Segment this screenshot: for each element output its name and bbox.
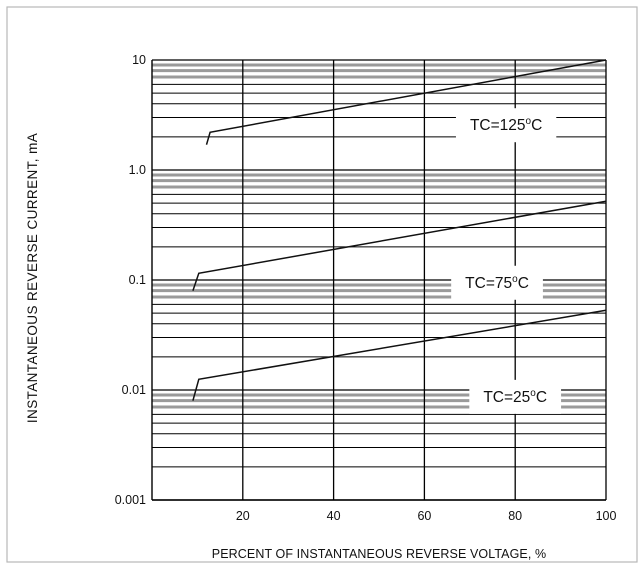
x-tick-label: 40 <box>327 509 341 523</box>
x-tick-label: 80 <box>508 509 522 523</box>
series-line <box>192 200 607 291</box>
chart-frame <box>6 6 638 563</box>
plot-area: 0.001 0.01 0.1 1.0 10 20 40 60 80 100 TC=125oC TC=7… <box>115 53 617 523</box>
y-tick-label: 10 <box>132 53 146 67</box>
series-line <box>192 309 607 401</box>
series-annotation: TC=25oC <box>483 388 547 406</box>
x-tick-label: 100 <box>596 509 617 523</box>
series-annotation: TC=125oC <box>470 116 542 134</box>
series-annotation: TC=75oC <box>465 274 529 292</box>
x-tick-label: 60 <box>417 509 431 523</box>
x-axis-label: PERCENT OF INSTANTANEOUS REVERSE VOLTAGE… <box>212 547 546 561</box>
x-tick-label: 20 <box>236 509 250 523</box>
y-tick-label: 0.001 <box>115 493 146 507</box>
y-axis-label: INSTANTANEOUS REVERSE CURRENT, mA <box>25 133 40 423</box>
annotation-background <box>455 108 557 143</box>
y-tick-label: 1.0 <box>129 163 146 177</box>
annotation-background <box>451 265 543 300</box>
series-line <box>205 59 607 145</box>
y-tick-label: 0.01 <box>122 383 146 397</box>
annotation-background <box>469 379 562 414</box>
y-tick-label: 0.1 <box>129 273 146 287</box>
